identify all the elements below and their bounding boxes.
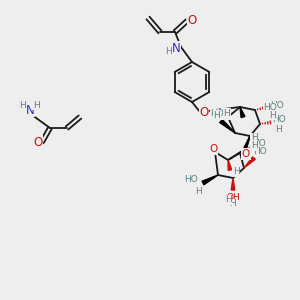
Text: O: O [200, 106, 208, 119]
Text: HO: HO [263, 103, 277, 112]
Text: H: H [230, 200, 236, 208]
Text: O: O [209, 144, 217, 154]
Text: H: H [33, 100, 39, 109]
Text: H: H [224, 110, 230, 118]
Text: O: O [242, 149, 250, 159]
Text: H: H [270, 110, 276, 119]
Text: H: H [252, 142, 258, 151]
Text: HO: HO [210, 110, 224, 118]
Polygon shape [202, 175, 218, 185]
Text: HO: HO [270, 101, 284, 110]
Text: HO: HO [272, 116, 286, 124]
Text: N: N [172, 41, 180, 55]
Text: O: O [188, 14, 196, 26]
Text: HO: HO [252, 140, 266, 148]
Polygon shape [220, 119, 235, 133]
Polygon shape [244, 157, 255, 168]
Polygon shape [240, 107, 245, 118]
Text: H: H [166, 47, 172, 56]
Text: H: H [214, 110, 220, 119]
Text: O: O [33, 136, 43, 148]
Text: N: N [26, 103, 34, 116]
Polygon shape [244, 136, 250, 149]
Text: H: H [250, 134, 257, 142]
Text: H: H [232, 167, 239, 176]
Text: HO: HO [253, 148, 267, 157]
Text: H: H [20, 100, 26, 109]
Text: H: H [195, 187, 201, 196]
Text: H: H [274, 124, 281, 134]
Text: HO: HO [184, 176, 198, 184]
Polygon shape [228, 160, 232, 170]
Text: OH: OH [226, 193, 240, 202]
Polygon shape [231, 178, 235, 190]
Text: O: O [222, 109, 230, 119]
Text: H: H [225, 196, 231, 205]
